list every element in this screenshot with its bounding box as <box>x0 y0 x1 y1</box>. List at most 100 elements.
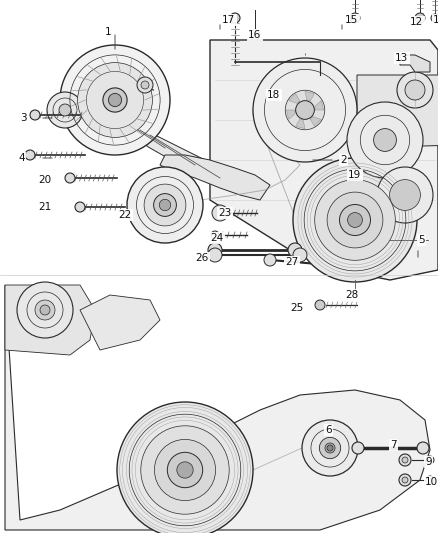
Circle shape <box>296 101 314 119</box>
Text: 20: 20 <box>38 175 51 185</box>
Polygon shape <box>310 117 321 126</box>
Circle shape <box>348 213 362 228</box>
Circle shape <box>154 193 177 216</box>
Circle shape <box>65 173 75 183</box>
Text: 19: 19 <box>348 170 361 180</box>
Circle shape <box>167 453 203 488</box>
Circle shape <box>325 443 335 453</box>
Polygon shape <box>296 119 305 129</box>
Circle shape <box>78 62 152 138</box>
Circle shape <box>402 477 408 483</box>
Text: 28: 28 <box>345 290 358 300</box>
Polygon shape <box>5 285 95 355</box>
Circle shape <box>75 202 85 212</box>
Text: 15: 15 <box>345 15 358 25</box>
Polygon shape <box>305 91 314 101</box>
Circle shape <box>108 93 122 107</box>
Circle shape <box>211 231 219 239</box>
Polygon shape <box>5 285 430 530</box>
Circle shape <box>144 184 186 226</box>
Circle shape <box>285 90 325 130</box>
Text: 11: 11 <box>433 15 438 25</box>
Circle shape <box>302 420 358 476</box>
Text: 22: 22 <box>118 210 131 220</box>
Circle shape <box>377 167 433 223</box>
Circle shape <box>117 402 253 533</box>
Circle shape <box>127 167 203 243</box>
Polygon shape <box>80 295 160 350</box>
Circle shape <box>288 243 302 257</box>
Circle shape <box>431 14 438 22</box>
Circle shape <box>339 205 371 236</box>
Polygon shape <box>0 0 438 265</box>
Polygon shape <box>400 55 430 72</box>
Text: 17: 17 <box>222 15 235 25</box>
Polygon shape <box>286 110 295 119</box>
Circle shape <box>17 282 73 338</box>
Circle shape <box>35 300 55 320</box>
Circle shape <box>315 300 325 310</box>
Circle shape <box>212 205 228 221</box>
Circle shape <box>230 13 240 23</box>
Circle shape <box>319 438 341 458</box>
Circle shape <box>327 445 333 451</box>
Circle shape <box>155 439 215 500</box>
Circle shape <box>253 58 357 162</box>
Text: 2: 2 <box>340 155 346 165</box>
Text: 13: 13 <box>395 53 408 63</box>
Circle shape <box>293 248 307 262</box>
Circle shape <box>417 442 429 454</box>
Polygon shape <box>160 155 270 200</box>
Circle shape <box>159 199 171 211</box>
Circle shape <box>347 102 423 178</box>
Circle shape <box>350 13 360 23</box>
Text: 9: 9 <box>425 457 431 467</box>
Circle shape <box>399 474 411 486</box>
Circle shape <box>59 104 71 116</box>
Circle shape <box>405 80 425 100</box>
Circle shape <box>60 45 170 155</box>
Circle shape <box>103 88 127 112</box>
Circle shape <box>137 77 153 93</box>
Circle shape <box>177 462 193 478</box>
Text: 7: 7 <box>390 440 397 450</box>
Polygon shape <box>315 101 324 110</box>
Circle shape <box>402 457 408 463</box>
Text: 12: 12 <box>410 17 423 27</box>
Circle shape <box>141 426 229 514</box>
Circle shape <box>314 180 396 260</box>
Polygon shape <box>289 94 300 103</box>
Text: 18: 18 <box>267 90 280 100</box>
Circle shape <box>397 72 433 108</box>
Polygon shape <box>0 280 438 533</box>
Circle shape <box>426 456 434 464</box>
Circle shape <box>352 442 364 454</box>
Text: 21: 21 <box>38 202 51 212</box>
Circle shape <box>389 180 420 211</box>
Circle shape <box>208 243 222 257</box>
Circle shape <box>30 110 40 120</box>
Text: 27: 27 <box>285 257 298 267</box>
Text: 5: 5 <box>418 235 424 245</box>
Text: 3: 3 <box>20 113 27 123</box>
Circle shape <box>141 81 149 89</box>
Polygon shape <box>357 75 438 148</box>
Text: 24: 24 <box>210 233 223 243</box>
Circle shape <box>327 192 383 248</box>
Circle shape <box>208 248 222 262</box>
Circle shape <box>25 150 35 160</box>
Text: 6: 6 <box>325 425 332 435</box>
Circle shape <box>426 476 434 484</box>
Polygon shape <box>210 40 438 280</box>
Text: 1: 1 <box>105 27 111 37</box>
Text: 23: 23 <box>218 208 231 218</box>
Circle shape <box>250 30 260 40</box>
Circle shape <box>264 254 276 266</box>
Circle shape <box>399 454 411 466</box>
Text: 16: 16 <box>248 30 261 40</box>
Circle shape <box>293 158 417 282</box>
Text: 10: 10 <box>425 477 438 487</box>
Circle shape <box>374 128 396 151</box>
Text: 4: 4 <box>18 153 25 163</box>
Polygon shape <box>135 130 250 185</box>
